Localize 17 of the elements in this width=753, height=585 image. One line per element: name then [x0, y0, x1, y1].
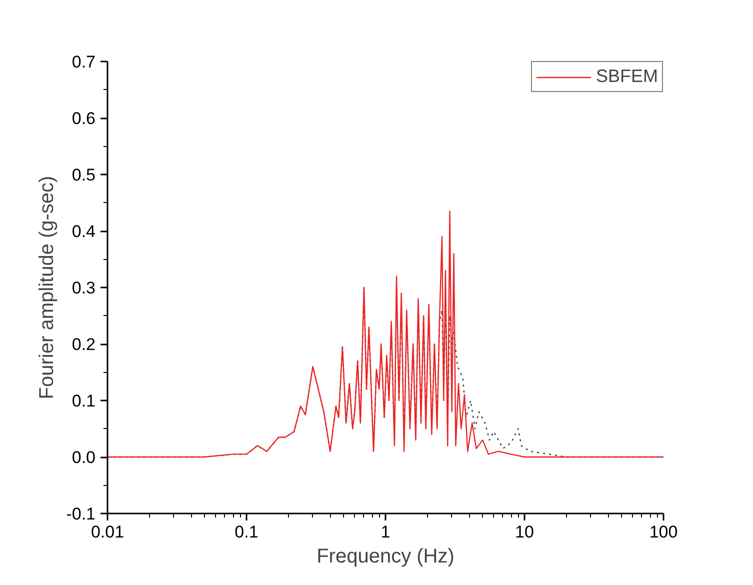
x-tick-label: 0.01 [90, 522, 124, 542]
y-tick-label: 0.0 [72, 448, 96, 467]
legend-label: SBFEM [596, 66, 658, 87]
y-tick-label: 0.4 [72, 222, 96, 241]
y-tick-label: 0.2 [72, 335, 96, 354]
x-tick-label: 0.1 [234, 522, 258, 542]
y-tick-label: 0.6 [72, 109, 96, 128]
y-tick-label: 0.3 [72, 278, 96, 298]
y-tick-label: -0.1 [66, 504, 96, 524]
y-axis-title: Fourier amplitude (g-sec) [36, 176, 58, 400]
y-tick-label: 0.5 [72, 166, 96, 184]
x-tick-label: 10 [515, 522, 534, 542]
y-tick-label: 0.1 [72, 392, 96, 410]
x-tick-label: 1 [380, 522, 390, 542]
x-axis-title: Frequency (Hz) [316, 546, 454, 568]
x-tick-label: 100 [649, 522, 678, 542]
y-tick-label: 0.7 [72, 52, 96, 72]
